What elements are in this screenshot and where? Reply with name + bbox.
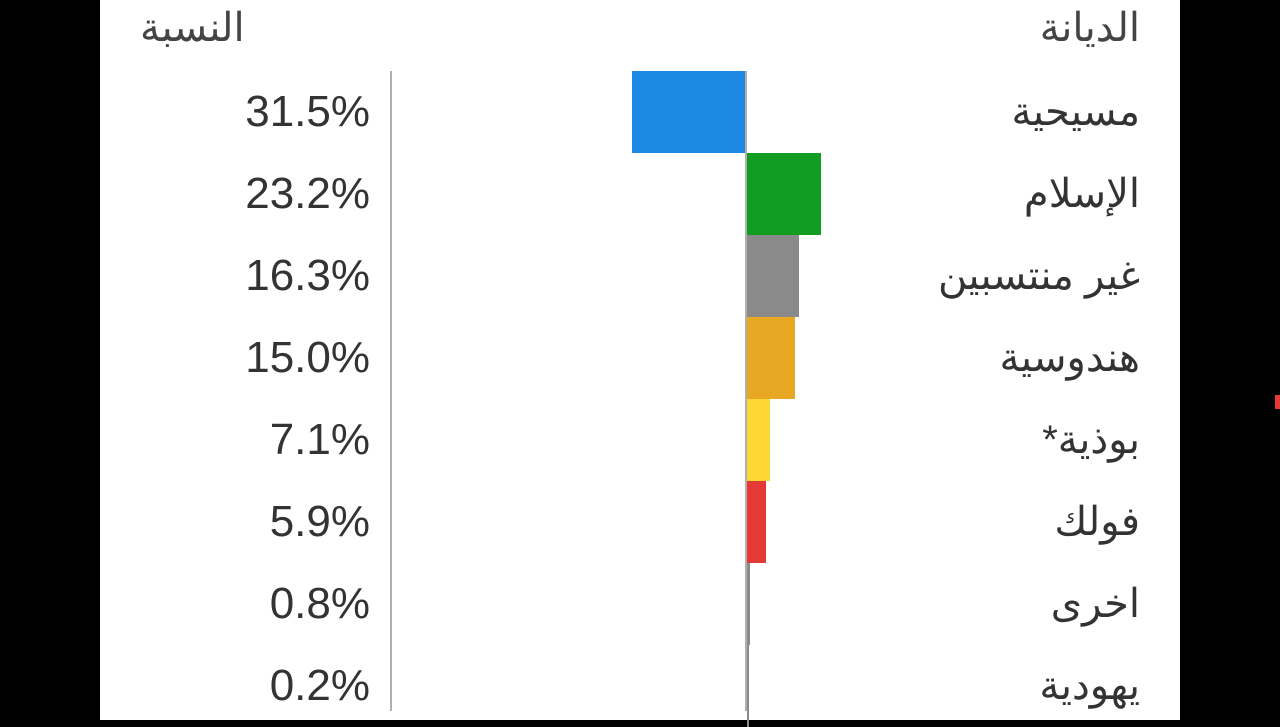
chart-row: 15.0% هندوسية [100,317,1180,399]
header-percentage: النسبة [140,5,245,51]
header-religion: الديانة [1040,5,1140,51]
bar [747,481,766,563]
percentage-label: 16.3% [100,251,370,301]
category-label: اخرى [1051,581,1140,627]
percentage-label: 31.5% [100,87,370,137]
chart-row: 16.3% غير منتسبين [100,235,1180,317]
bar [747,235,799,317]
chart-row: 0.8% اخرى [100,563,1180,645]
chart-row: 5.9% فولك [100,481,1180,563]
bar [747,399,770,481]
category-label: يهودية [1039,663,1140,709]
pillarbox-left [0,0,100,720]
bar [747,317,795,399]
category-label: الإسلام [1024,171,1140,217]
pillarbox-right [1180,0,1280,720]
artifact-edge [1275,395,1280,409]
percentage-label: 0.2% [100,661,370,711]
percentage-label: 7.1% [100,415,370,465]
category-label: بوذية* [1042,417,1140,463]
chart-row: 7.1% بوذية* [100,399,1180,481]
category-label: غير منتسبين [938,253,1140,299]
chart-row: 0.2% يهودية [100,645,1180,727]
chart-row: 23.2% الإسلام [100,153,1180,235]
bar [747,645,749,727]
bar [632,71,745,153]
percentage-label: 15.0% [100,333,370,383]
percentage-label: 23.2% [100,169,370,219]
percentage-label: 5.9% [100,497,370,547]
category-label: مسيحية [1011,89,1140,135]
chart-content: النسبة الديانة 31.5% مسيحية 23.2% الإسلام 16… [100,0,1180,720]
category-label: هندوسية [999,335,1140,381]
percentage-label: 0.8% [100,579,370,629]
bar [747,563,750,645]
chart-header: النسبة الديانة [100,0,1180,71]
chart-row: 31.5% مسيحية [100,71,1180,153]
bar [747,153,821,235]
chart-area: 31.5%مسيحية23.2%الإسلام16.3%غير منتسبين1… [100,71,1180,711]
category-label: فولك [1054,499,1140,545]
